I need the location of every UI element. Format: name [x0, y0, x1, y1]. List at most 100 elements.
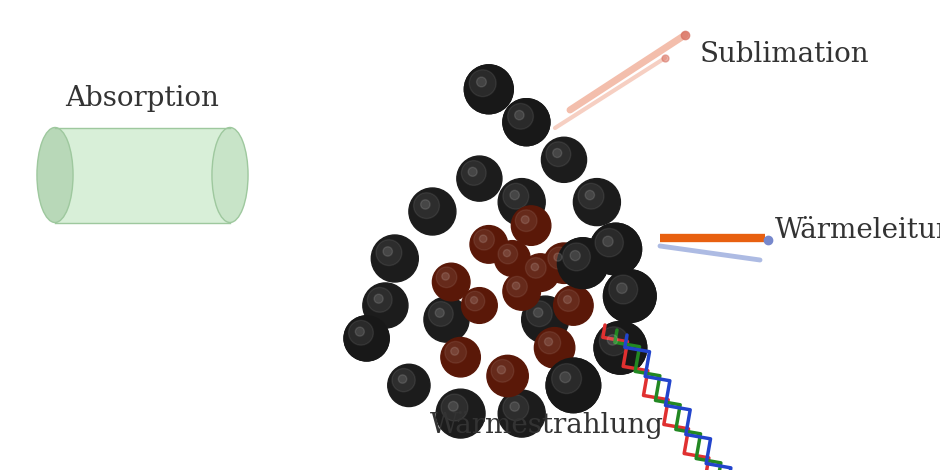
- Circle shape: [503, 99, 550, 146]
- Circle shape: [552, 364, 582, 393]
- Circle shape: [600, 327, 628, 356]
- Circle shape: [504, 250, 510, 257]
- Text: Wärmeleitung: Wärmeleitung: [775, 216, 940, 244]
- Circle shape: [522, 254, 559, 291]
- Circle shape: [487, 355, 528, 397]
- Circle shape: [471, 297, 478, 304]
- Circle shape: [557, 290, 579, 312]
- Circle shape: [498, 390, 545, 437]
- Circle shape: [546, 358, 601, 413]
- Circle shape: [464, 65, 513, 114]
- Circle shape: [552, 364, 582, 393]
- Circle shape: [607, 335, 618, 345]
- Text: Absorption: Absorption: [66, 86, 219, 112]
- Circle shape: [554, 253, 562, 261]
- Circle shape: [503, 183, 528, 209]
- Circle shape: [474, 229, 494, 250]
- Ellipse shape: [212, 127, 248, 222]
- Circle shape: [355, 327, 365, 336]
- Circle shape: [424, 297, 469, 342]
- Circle shape: [508, 103, 534, 129]
- Circle shape: [355, 327, 365, 336]
- Circle shape: [435, 308, 445, 317]
- Circle shape: [570, 251, 580, 261]
- Circle shape: [414, 193, 440, 219]
- Circle shape: [451, 347, 459, 355]
- Circle shape: [388, 364, 430, 407]
- Circle shape: [600, 327, 628, 356]
- Circle shape: [607, 335, 618, 345]
- Circle shape: [594, 321, 647, 374]
- Circle shape: [557, 238, 608, 289]
- Circle shape: [554, 286, 593, 325]
- Circle shape: [546, 358, 601, 413]
- Circle shape: [512, 282, 520, 290]
- Circle shape: [462, 288, 497, 323]
- Circle shape: [553, 149, 562, 157]
- Circle shape: [498, 244, 518, 264]
- Circle shape: [503, 273, 540, 310]
- Circle shape: [560, 372, 571, 383]
- Circle shape: [539, 332, 560, 354]
- Circle shape: [498, 179, 545, 226]
- Circle shape: [590, 223, 642, 275]
- Circle shape: [515, 110, 525, 120]
- Circle shape: [448, 401, 458, 411]
- Circle shape: [541, 137, 587, 182]
- Circle shape: [603, 270, 656, 322]
- Circle shape: [349, 321, 373, 345]
- Circle shape: [436, 389, 485, 438]
- Circle shape: [494, 241, 530, 276]
- Circle shape: [468, 167, 478, 176]
- Circle shape: [570, 251, 580, 261]
- Circle shape: [617, 283, 627, 293]
- Circle shape: [595, 228, 623, 257]
- Circle shape: [526, 301, 553, 327]
- Circle shape: [441, 337, 480, 377]
- Circle shape: [363, 283, 408, 328]
- Circle shape: [464, 65, 513, 114]
- Circle shape: [409, 188, 456, 235]
- Circle shape: [503, 395, 528, 421]
- Circle shape: [603, 270, 656, 322]
- Circle shape: [368, 288, 392, 312]
- Text: Wärmestrahlung: Wärmestrahlung: [430, 411, 664, 439]
- Circle shape: [617, 283, 627, 293]
- Text: Sublimation: Sublimation: [700, 41, 870, 69]
- Circle shape: [546, 142, 571, 166]
- Circle shape: [510, 402, 520, 411]
- Circle shape: [392, 368, 415, 392]
- Circle shape: [470, 226, 508, 263]
- Circle shape: [349, 321, 373, 345]
- Circle shape: [557, 238, 608, 289]
- Circle shape: [477, 77, 486, 87]
- Circle shape: [595, 228, 623, 257]
- Circle shape: [585, 190, 595, 200]
- Circle shape: [469, 70, 496, 97]
- Circle shape: [374, 294, 384, 303]
- Circle shape: [479, 235, 487, 243]
- Circle shape: [573, 179, 620, 226]
- Circle shape: [371, 235, 418, 282]
- Circle shape: [429, 302, 453, 326]
- Circle shape: [515, 210, 537, 232]
- Circle shape: [469, 70, 496, 97]
- Circle shape: [590, 223, 642, 275]
- Circle shape: [508, 103, 534, 129]
- Circle shape: [511, 206, 551, 245]
- Circle shape: [522, 296, 569, 343]
- Circle shape: [465, 291, 485, 311]
- Circle shape: [457, 156, 502, 201]
- Circle shape: [515, 110, 525, 120]
- Circle shape: [594, 321, 647, 374]
- Circle shape: [344, 316, 389, 361]
- Circle shape: [578, 183, 603, 209]
- Circle shape: [609, 275, 637, 304]
- Circle shape: [521, 216, 529, 224]
- Circle shape: [477, 77, 486, 87]
- Circle shape: [562, 243, 590, 271]
- Circle shape: [462, 161, 486, 185]
- Circle shape: [344, 316, 389, 361]
- Circle shape: [399, 375, 407, 383]
- Circle shape: [564, 296, 572, 304]
